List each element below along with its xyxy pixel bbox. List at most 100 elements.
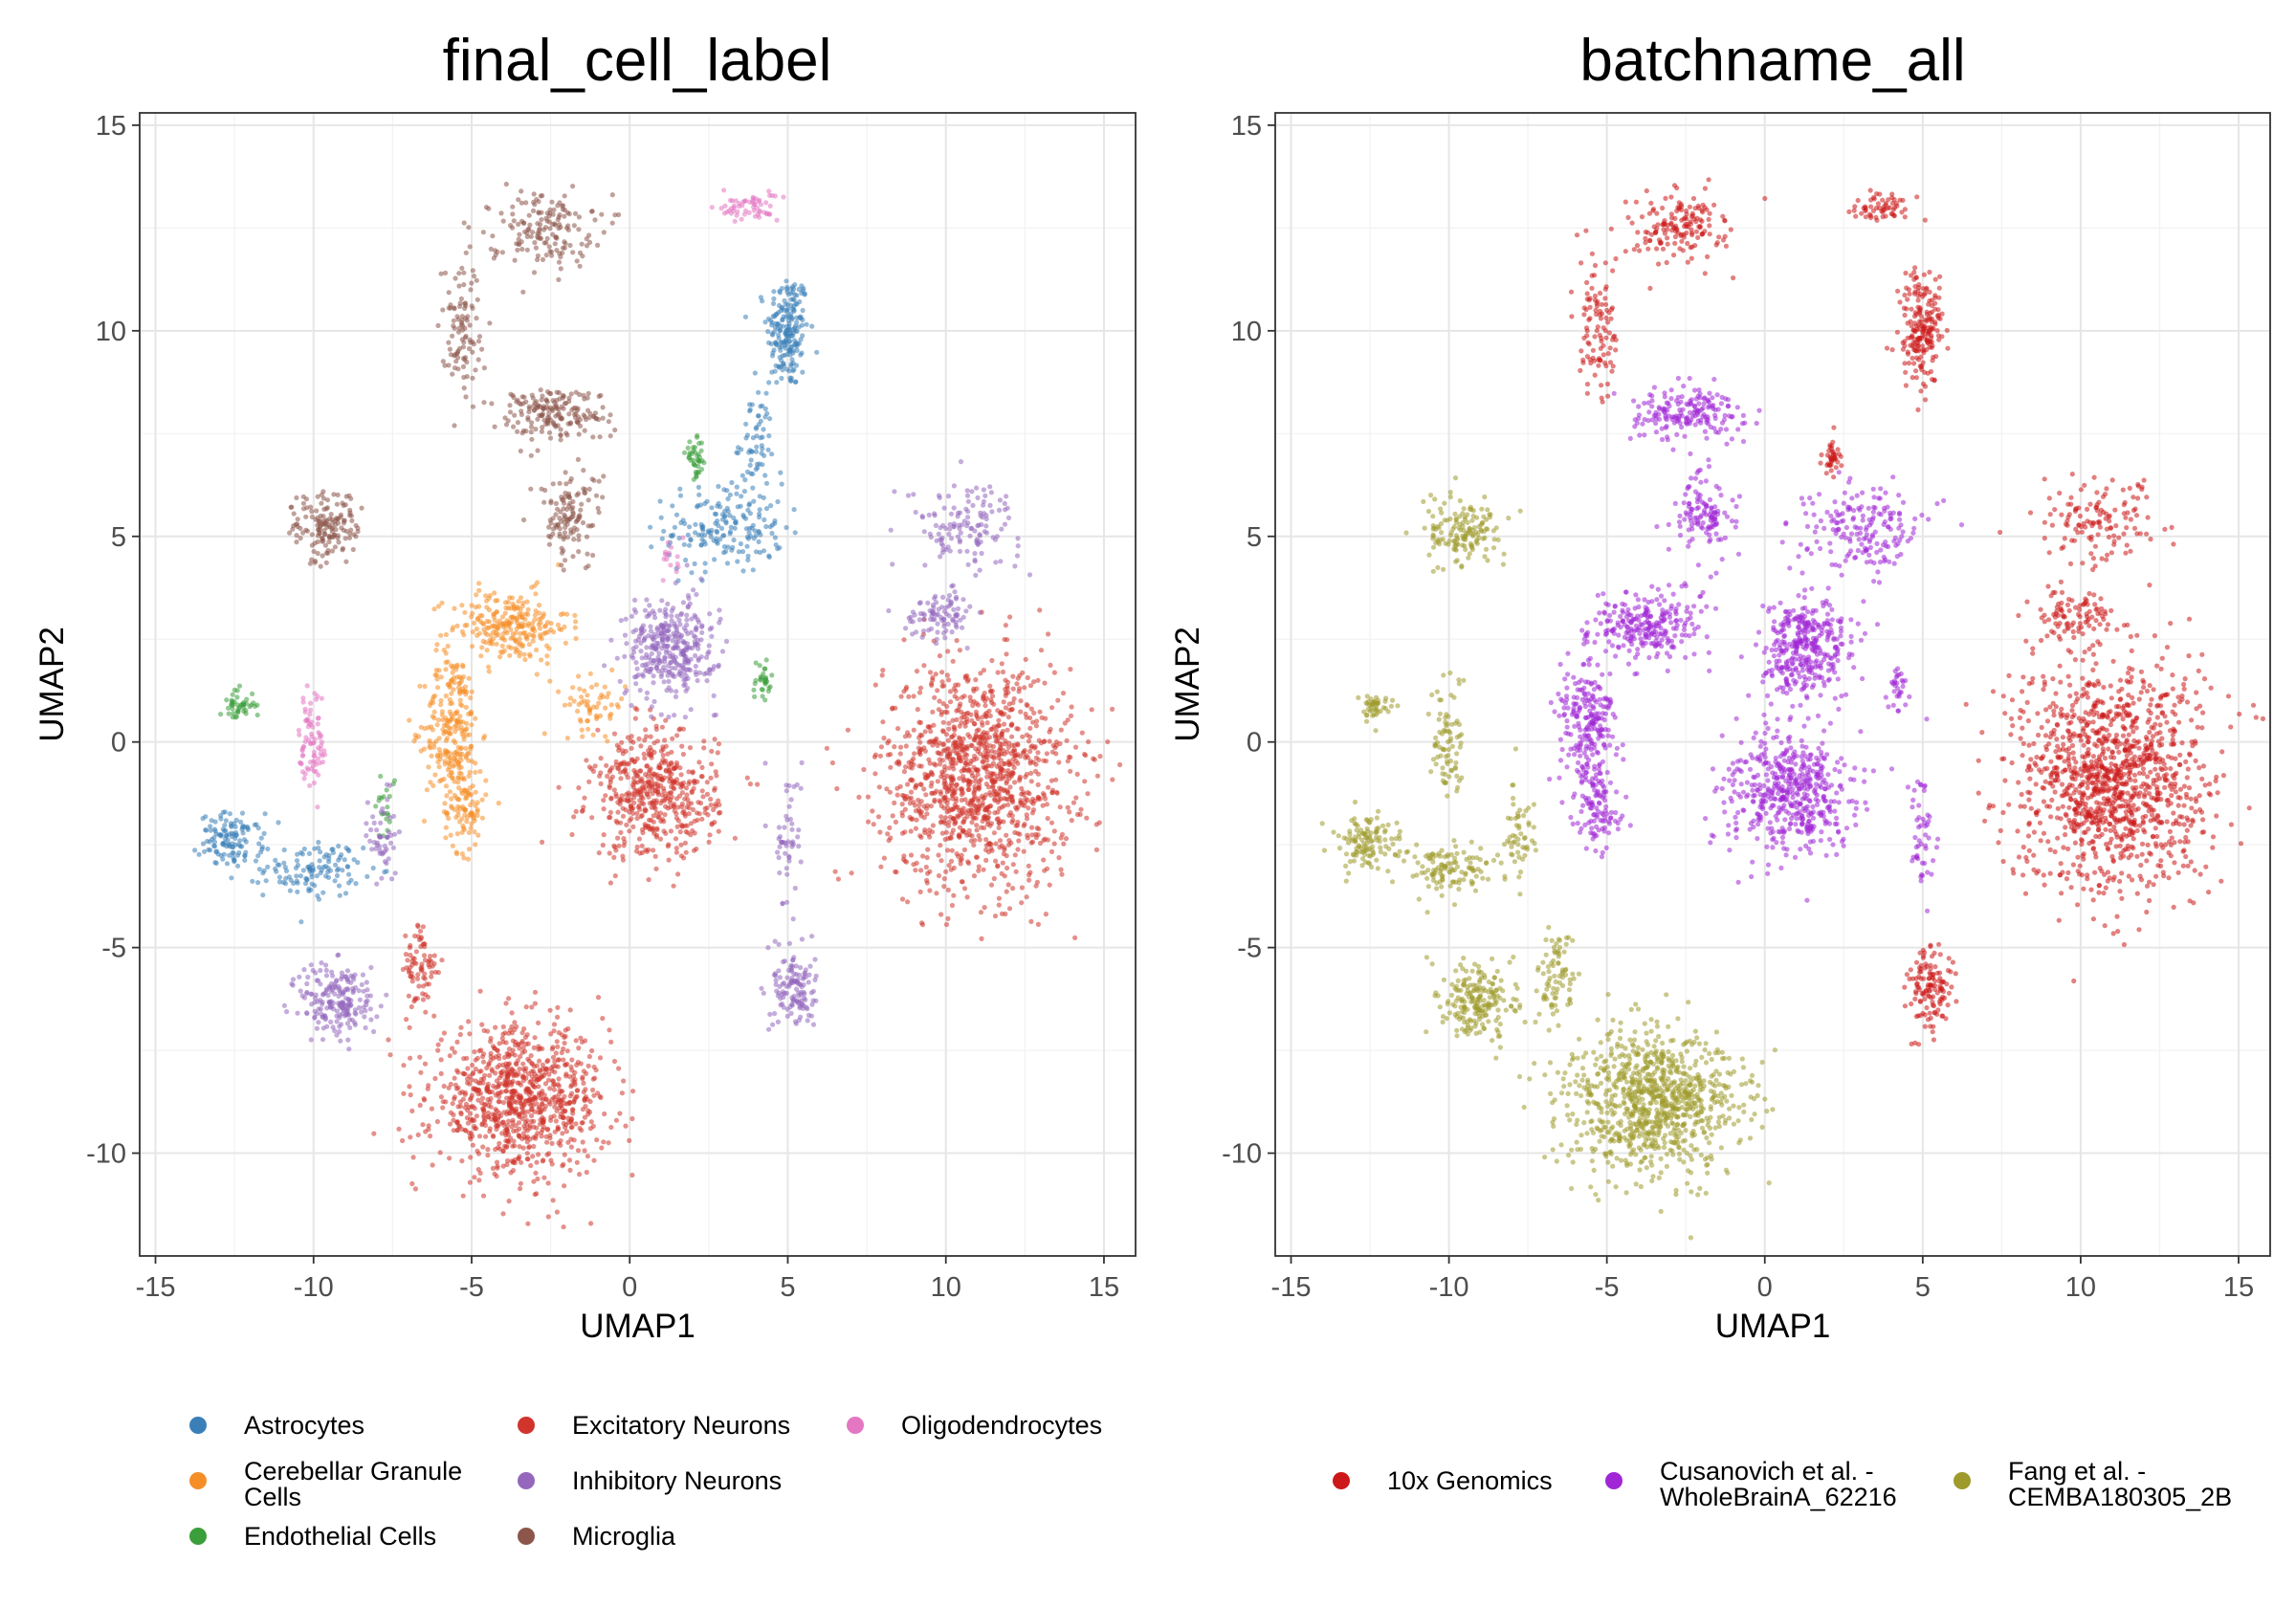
data-point xyxy=(448,751,453,757)
data-point xyxy=(784,866,789,871)
data-point xyxy=(457,1103,464,1110)
data-point xyxy=(650,785,655,791)
data-point xyxy=(556,1076,562,1082)
data-point xyxy=(617,1111,623,1116)
data-point xyxy=(555,1014,561,1020)
data-point xyxy=(220,840,226,846)
data-point xyxy=(525,1056,531,1062)
data-point xyxy=(744,469,751,474)
data-point xyxy=(871,822,876,827)
data-point xyxy=(770,300,777,306)
data-point xyxy=(709,748,715,755)
data-point xyxy=(775,1019,782,1024)
data-point xyxy=(940,728,946,734)
data-point xyxy=(934,736,939,741)
data-point xyxy=(464,819,470,825)
data-point xyxy=(943,611,950,617)
data-point xyxy=(897,744,904,750)
data-point xyxy=(585,726,591,732)
data-point xyxy=(470,1116,475,1123)
data-point xyxy=(553,1118,560,1124)
data-point xyxy=(596,850,602,856)
data-point xyxy=(961,819,967,825)
data-point xyxy=(314,873,320,879)
data-point xyxy=(234,694,240,700)
data-point xyxy=(706,649,712,655)
data-point xyxy=(556,1083,563,1089)
data-point xyxy=(916,617,922,623)
data-point xyxy=(524,1151,530,1156)
data-point xyxy=(947,835,954,841)
data-point xyxy=(601,797,607,804)
data-point xyxy=(961,777,967,782)
data-point xyxy=(209,818,214,824)
data-point xyxy=(447,1121,453,1127)
data-point xyxy=(673,836,679,842)
data-point xyxy=(903,686,909,693)
data-point xyxy=(970,815,976,821)
data-point xyxy=(659,646,665,651)
data-point xyxy=(629,805,634,811)
data-point xyxy=(486,664,492,670)
data-point xyxy=(450,627,455,633)
data-point xyxy=(536,603,542,608)
data-point xyxy=(404,1017,409,1023)
data-point xyxy=(998,746,1004,752)
data-point xyxy=(784,278,789,284)
data-point xyxy=(462,787,468,793)
data-point xyxy=(703,654,710,660)
data-point xyxy=(982,511,987,517)
data-point xyxy=(569,831,575,838)
data-point xyxy=(949,806,955,812)
data-point xyxy=(990,693,996,699)
data-point xyxy=(835,876,842,882)
data-point xyxy=(767,684,773,690)
data-point xyxy=(692,445,698,451)
data-point xyxy=(417,683,423,689)
data-point xyxy=(902,829,908,835)
data-point xyxy=(545,1214,551,1220)
data-point xyxy=(512,1020,518,1025)
data-point xyxy=(224,861,231,867)
data-point xyxy=(752,370,758,376)
data-point xyxy=(589,684,595,691)
data-point xyxy=(949,777,955,783)
data-point xyxy=(794,301,800,307)
data-point xyxy=(777,975,784,980)
data-point xyxy=(1028,825,1035,830)
data-point xyxy=(456,770,462,776)
data-point xyxy=(457,805,463,811)
data-point xyxy=(1004,781,1009,786)
data-point xyxy=(454,1068,460,1073)
data-point xyxy=(686,454,693,460)
data-point xyxy=(749,402,755,407)
data-point xyxy=(409,1108,415,1113)
data-point xyxy=(686,595,692,602)
data-point xyxy=(649,714,654,719)
data-point xyxy=(949,583,955,589)
data-point xyxy=(681,855,687,861)
data-point xyxy=(549,1046,555,1052)
data-point xyxy=(522,656,528,663)
data-point xyxy=(802,991,807,997)
data-point xyxy=(982,905,987,911)
data-point xyxy=(1037,840,1044,847)
data-point xyxy=(678,772,684,778)
data-point xyxy=(475,1167,481,1173)
data-point xyxy=(582,1096,587,1102)
data-point xyxy=(1026,738,1032,744)
panel-final-cell-label: -15 -10 -5 0 5 10 15-10-5051015final_cell_labe… xyxy=(33,28,1137,1345)
data-point xyxy=(588,1119,594,1125)
data-point xyxy=(1025,674,1030,681)
data-point xyxy=(937,653,943,659)
data-point xyxy=(1008,707,1014,713)
data-point xyxy=(584,758,589,763)
data-point xyxy=(758,435,763,441)
data-point xyxy=(990,535,996,540)
data-point xyxy=(773,312,779,318)
data-point xyxy=(773,978,779,983)
data-point xyxy=(1016,689,1022,694)
data-point xyxy=(767,1011,773,1017)
data-point xyxy=(701,745,707,751)
data-point xyxy=(644,763,650,769)
